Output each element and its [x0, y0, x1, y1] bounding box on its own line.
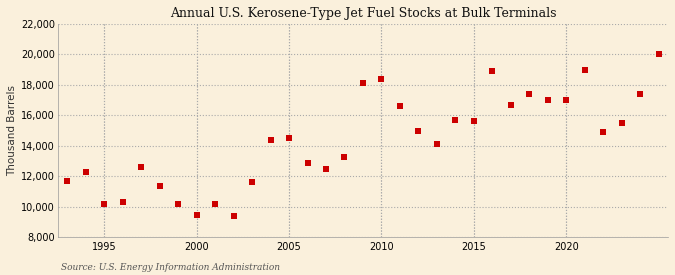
Point	[579, 67, 590, 72]
Point	[468, 119, 479, 124]
Point	[228, 214, 239, 218]
Point	[450, 118, 461, 122]
Point	[117, 200, 128, 205]
Point	[61, 179, 72, 183]
Point	[265, 138, 276, 142]
Point	[191, 212, 202, 217]
Point	[524, 92, 535, 96]
Point	[506, 103, 516, 107]
Point	[616, 121, 627, 125]
Point	[80, 170, 91, 174]
Point	[154, 183, 165, 188]
Point	[173, 202, 184, 206]
Point	[284, 136, 294, 141]
Title: Annual U.S. Kerosene-Type Jet Fuel Stocks at Bulk Terminals: Annual U.S. Kerosene-Type Jet Fuel Stock…	[169, 7, 556, 20]
Point	[431, 142, 442, 147]
Point	[561, 98, 572, 102]
Text: Source: U.S. Energy Information Administration: Source: U.S. Energy Information Administ…	[61, 263, 279, 272]
Point	[635, 92, 646, 96]
Point	[246, 180, 257, 185]
Y-axis label: Thousand Barrels: Thousand Barrels	[7, 85, 17, 176]
Point	[99, 202, 109, 206]
Point	[653, 52, 664, 57]
Point	[321, 167, 331, 171]
Point	[413, 128, 424, 133]
Point	[395, 104, 406, 108]
Point	[487, 69, 497, 73]
Point	[210, 202, 221, 206]
Point	[543, 98, 554, 102]
Point	[358, 81, 369, 86]
Point	[598, 130, 609, 134]
Point	[339, 154, 350, 159]
Point	[376, 77, 387, 81]
Point	[136, 165, 146, 169]
Point	[302, 161, 313, 165]
